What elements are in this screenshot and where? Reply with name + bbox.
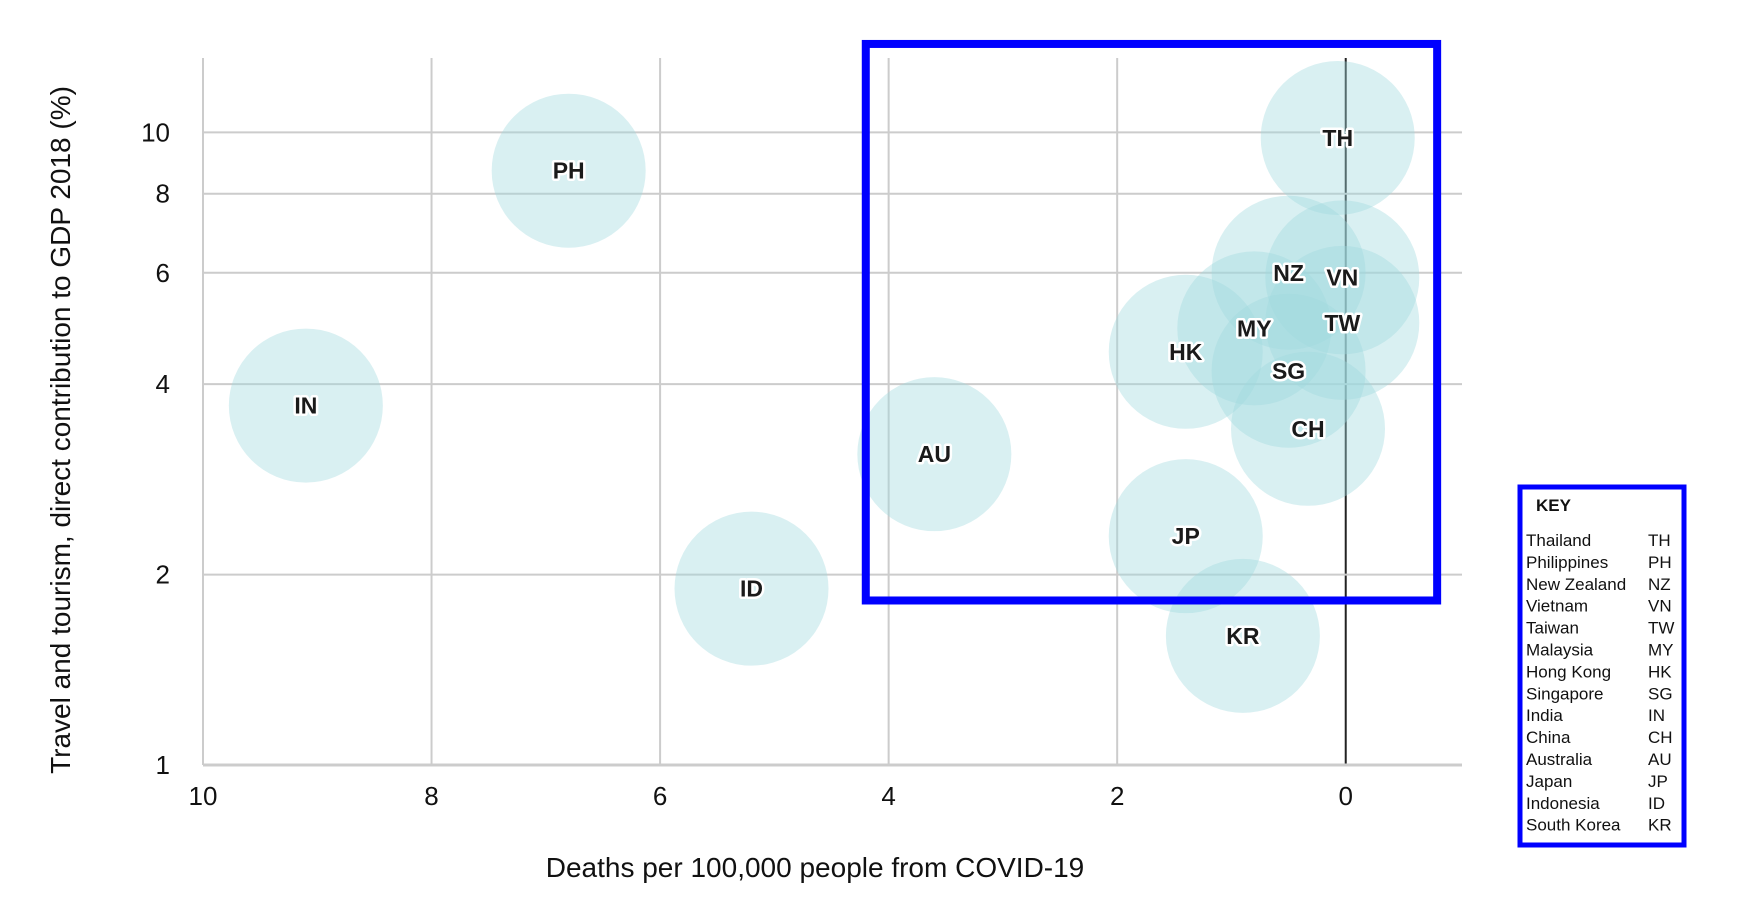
key-entry-name: Malaysia xyxy=(1526,641,1594,660)
y-tick-label: 2 xyxy=(156,560,170,590)
y-tick-label: 6 xyxy=(156,258,170,288)
bubble-ch xyxy=(1231,351,1386,506)
bubble-labels: TH PH NZ VN TW MY HK SG IN CH AU JP ID KR xyxy=(292,122,1363,651)
bubble-label-ch: CH xyxy=(1291,416,1324,442)
bubble-vn xyxy=(1265,200,1420,355)
key-entry-name: Vietnam xyxy=(1526,597,1588,616)
bubble-in xyxy=(228,328,383,483)
x-tick-label: 0 xyxy=(1338,781,1352,811)
key-entry-code: KR xyxy=(1648,816,1672,835)
key-title: KEY xyxy=(1536,496,1572,515)
bubble-label-au: AU xyxy=(918,441,951,467)
key-entry-code: HK xyxy=(1648,662,1672,681)
bubble-my xyxy=(1177,251,1332,406)
bubble-label-ph: PH xyxy=(553,158,585,184)
bubble-label-sg: SG xyxy=(1272,358,1305,384)
key-entry-code: CH xyxy=(1648,728,1673,747)
y-tick-label: 10 xyxy=(141,117,170,147)
key-entry-code: SG xyxy=(1648,684,1673,703)
bubble-tw xyxy=(1265,245,1420,400)
bubble-label-in: IN xyxy=(294,393,317,419)
key-legend: KEY Thailand TH Philippines PH New Zealand NZ… xyxy=(1517,484,1687,848)
key-entry-code: MY xyxy=(1648,641,1674,660)
key-entry-name: Taiwan xyxy=(1526,619,1579,638)
bubble-nz xyxy=(1211,195,1366,350)
bubble-ph xyxy=(491,93,646,248)
bubble-label-jp: JP xyxy=(1172,523,1200,549)
key-entry-code: PH xyxy=(1648,553,1672,572)
y-tick-label: 4 xyxy=(156,369,170,399)
bubble-jp xyxy=(1108,459,1263,614)
key-entry-code: VN xyxy=(1648,597,1672,616)
key-entry-code: IN xyxy=(1648,706,1665,725)
key-entry-code: TH xyxy=(1648,531,1671,550)
x-axis-title: Deaths per 100,000 people from COVID-19 xyxy=(546,852,1085,883)
bubble-id xyxy=(674,511,829,666)
x-tick-label: 2 xyxy=(1110,781,1124,811)
key-entry-name: India xyxy=(1526,706,1563,725)
x-tick-label: 4 xyxy=(881,781,895,811)
bubble-hk xyxy=(1108,274,1263,429)
bubble-label-nz: NZ xyxy=(1273,260,1304,286)
key-entry-code: TW xyxy=(1648,619,1674,638)
x-tick-label: 10 xyxy=(189,781,218,811)
key-entry-code: ID xyxy=(1648,794,1665,813)
key-entry-name: Singapore xyxy=(1526,684,1604,703)
bubble-label-tw: TW xyxy=(1324,310,1360,336)
highlight-box xyxy=(861,39,1442,605)
key-entry-name: Hong Kong xyxy=(1526,662,1611,681)
highlight-region xyxy=(861,39,1442,605)
key-entry-name: Japan xyxy=(1526,772,1572,791)
bubble-label-kr: KR xyxy=(1226,623,1260,649)
key-entry-name: Philippines xyxy=(1526,553,1608,572)
key-entry-name: China xyxy=(1526,728,1571,747)
key-entry-name: New Zealand xyxy=(1526,575,1626,594)
x-tick-label: 8 xyxy=(424,781,438,811)
bubble-label-th: TH xyxy=(1322,125,1353,151)
bubble-label-my: MY xyxy=(1237,315,1272,341)
bubble-label-vn: VN xyxy=(1326,264,1358,290)
tick-labels: 10 8 6 4 2 0 1 2 4 6 8 10 xyxy=(141,117,1353,811)
x-tick-label: 6 xyxy=(653,781,667,811)
key-entry-name: Thailand xyxy=(1526,531,1591,550)
key-entry-code: JP xyxy=(1648,772,1668,791)
y-tick-label: 1 xyxy=(156,750,170,780)
y-tick-label: 8 xyxy=(156,179,170,209)
y-axis-title: Travel and tourism, direct contribution … xyxy=(45,86,76,774)
bubble-sg xyxy=(1211,293,1366,448)
bubble-th xyxy=(1260,60,1415,215)
bubble-label-hk: HK xyxy=(1169,339,1203,365)
key-entry-code: NZ xyxy=(1648,575,1671,594)
bubbles xyxy=(228,60,1420,713)
bubble-au xyxy=(857,377,1012,532)
key-entry-name: South Korea xyxy=(1526,816,1621,835)
key-entry-name: Indonesia xyxy=(1526,794,1600,813)
key-entry-name: Australia xyxy=(1526,750,1593,769)
key-entries: Thailand TH Philippines PH New Zealand NZ Viet… xyxy=(1526,531,1674,835)
bubble-label-id: ID xyxy=(740,576,763,602)
grid xyxy=(202,58,1462,767)
key-border xyxy=(1517,484,1687,848)
key-entry-code: AU xyxy=(1648,750,1672,769)
